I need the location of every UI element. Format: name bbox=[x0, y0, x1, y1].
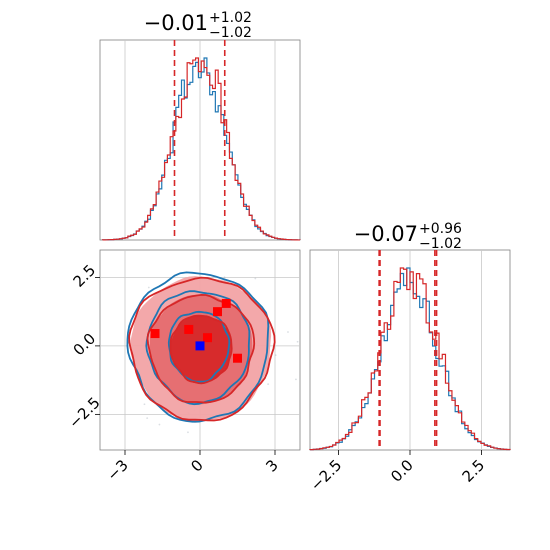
contour-line-series-2-level-1 bbox=[169, 315, 233, 385]
y-tick-label: 2.5 bbox=[70, 261, 100, 291]
scatter-dot bbox=[158, 423, 161, 426]
y-tick-label: −2.5 bbox=[65, 394, 103, 432]
scatter-dot bbox=[254, 277, 257, 280]
scatter-dot bbox=[223, 276, 226, 279]
red-marker-6 bbox=[233, 353, 242, 363]
grid bbox=[124, 40, 276, 240]
red-marker-2 bbox=[184, 324, 194, 334]
marginal-histogram-param2: −2.5 0.0 2.5 bbox=[307, 249, 511, 495]
title-median-param2: −0.07 bbox=[354, 222, 418, 246]
scatter-dot bbox=[143, 403, 146, 406]
x-tick-label: −2.5 bbox=[307, 456, 345, 494]
scatter-dot bbox=[295, 378, 297, 381]
scatter-dot bbox=[187, 431, 189, 434]
contour-line-series-2-level-3 bbox=[128, 276, 276, 422]
marginal-histogram-param1 bbox=[99, 39, 301, 241]
joint-contour-plot: −3 0 3 2.5 0.0 −2.5 bbox=[65, 249, 301, 484]
truth-marker bbox=[195, 341, 205, 351]
scatter-dot bbox=[287, 331, 289, 333]
x-tick-label: 3 bbox=[262, 456, 281, 475]
x-tick-label: −3 bbox=[103, 456, 131, 484]
title-minus-param1: −1.02 bbox=[209, 25, 252, 41]
x-tick-label: 0.0 bbox=[387, 456, 417, 486]
title-plus-param2: +0.96 bbox=[419, 221, 462, 237]
title-minus-param2: −1.02 bbox=[419, 236, 462, 252]
title-plus-param1: +1.02 bbox=[209, 10, 252, 26]
scatter-dot bbox=[267, 383, 270, 386]
scatter-dot bbox=[146, 417, 149, 420]
scatter-dot bbox=[274, 354, 277, 357]
contour-line-series-1-level-2 bbox=[145, 290, 251, 406]
red-marker-4 bbox=[213, 307, 222, 317]
histogram-series-2 bbox=[309, 267, 511, 451]
contour-line-series-1-level-3 bbox=[126, 271, 270, 423]
x-tick-label: 2.5 bbox=[459, 456, 489, 486]
scatter-dot bbox=[296, 340, 299, 343]
red-marker-1 bbox=[150, 329, 160, 339]
histogram-series-2 bbox=[101, 57, 301, 241]
red-marker-5 bbox=[221, 298, 231, 308]
title-median-param1: −0.01 bbox=[144, 11, 208, 35]
y-tick-label: 0.0 bbox=[70, 330, 100, 360]
red-marker-3 bbox=[203, 333, 212, 343]
scatter-dot bbox=[147, 286, 150, 289]
x-tick-label: 0 bbox=[187, 456, 206, 475]
